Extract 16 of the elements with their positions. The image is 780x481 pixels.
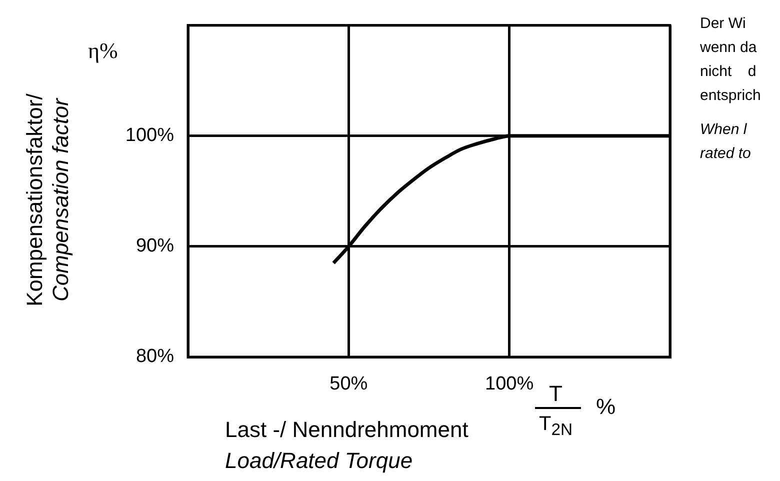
y-axis-title: Kompensationsfaktor/ Compensation factor: [22, 94, 74, 306]
text: rated to: [700, 145, 751, 162]
y-tick-label: 90%: [136, 236, 174, 257]
text: When l: [700, 121, 747, 138]
text: Der Wi: [700, 15, 746, 32]
y-tick-label: 100%: [125, 125, 174, 146]
x-tick-label: 50%: [330, 374, 368, 395]
x-axis-title: Last -/ Nenndrehmoment Load/Rated Torque: [225, 416, 468, 475]
y-tick-label: 80%: [136, 346, 174, 368]
text: nicht d: [700, 63, 756, 80]
text: T$_{2N}$: [539, 413, 573, 439]
text: %: [596, 394, 616, 419]
text: entsprich: [700, 87, 761, 104]
text: wenn da: [700, 39, 757, 56]
text: T: [549, 381, 562, 406]
text: η%: [88, 38, 118, 63]
